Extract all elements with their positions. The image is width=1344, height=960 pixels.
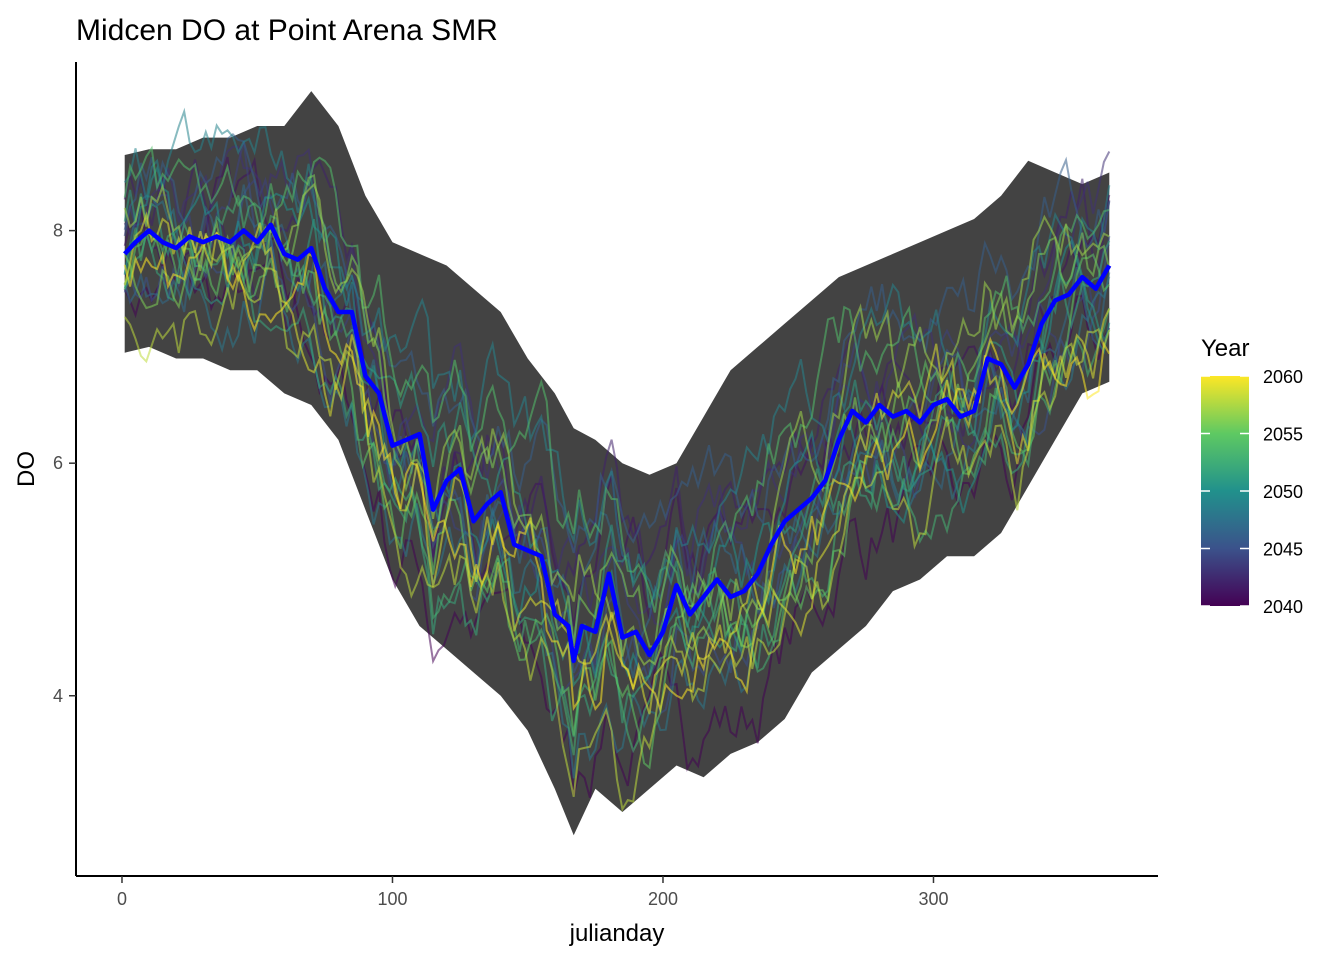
legend-tick-label: 2045 <box>1263 540 1303 560</box>
year-line-2054 <box>123 145 1110 623</box>
legend-tick-label: 2055 <box>1263 425 1303 445</box>
year-line-2058 <box>123 267 1111 812</box>
legend-tick-label: 2060 <box>1263 367 1303 387</box>
x-tick-label: 300 <box>918 889 948 909</box>
legend-tick-label: 2040 <box>1263 597 1303 617</box>
legend-tick-label: 2050 <box>1263 482 1303 502</box>
plot-area <box>123 91 1112 836</box>
year-line-2049 <box>123 107 1111 602</box>
y-tick-label: 6 <box>53 453 63 473</box>
year-line-2059 <box>123 211 1111 715</box>
y-tick-label: 8 <box>53 221 63 241</box>
mean-line <box>123 222 1112 664</box>
x-tick-label: 200 <box>648 889 678 909</box>
year-legend: Year 2040 2045 2050 2055 2060 <box>1201 335 1303 617</box>
legend-title: Year <box>1201 335 1250 362</box>
year-line-2060 <box>123 231 1111 714</box>
x-axis-title: julianday <box>569 920 665 947</box>
year-line-2056 <box>123 174 1111 649</box>
y-axis-ticks: 4 6 8 <box>53 221 76 706</box>
y-tick-label: 4 <box>53 686 63 706</box>
chart-title: Midcen DO at Point Arena SMR <box>76 14 498 47</box>
y-axis-title: DO <box>13 451 40 487</box>
x-axis-ticks: 0 100 200 300 <box>117 876 949 909</box>
year-line-2040 <box>123 234 1111 799</box>
year-line-2055 <box>123 228 1111 770</box>
x-tick-label: 100 <box>377 889 407 909</box>
legend-ticks: 2040 2045 2050 2055 2060 <box>1201 367 1303 617</box>
x-tick-label: 0 <box>117 889 127 909</box>
